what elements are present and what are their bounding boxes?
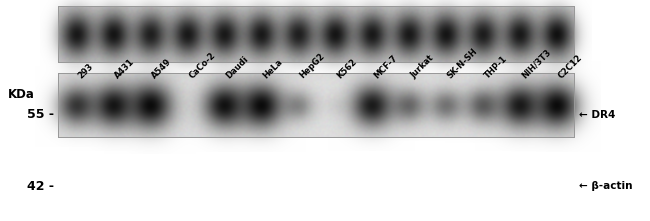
Text: MCF-7: MCF-7 [372, 53, 399, 80]
Text: THP-1: THP-1 [483, 54, 509, 80]
Text: C2C12: C2C12 [556, 53, 584, 80]
Text: 293: 293 [77, 61, 95, 80]
Text: 42 -: 42 - [27, 179, 54, 192]
Text: 55 -: 55 - [27, 109, 54, 122]
Text: NIH/3T3: NIH/3T3 [519, 47, 552, 80]
Text: KDa: KDa [8, 88, 35, 101]
Text: HepG2: HepG2 [298, 51, 326, 80]
Text: K562: K562 [335, 57, 358, 80]
Text: Jurkat: Jurkat [409, 53, 436, 80]
Text: CaCo-2: CaCo-2 [187, 50, 217, 80]
Text: A549: A549 [150, 57, 174, 80]
Text: Daudi: Daudi [224, 54, 250, 80]
Text: HeLa: HeLa [261, 57, 284, 80]
Text: ← β-actin: ← β-actin [579, 181, 632, 191]
Text: A431: A431 [113, 57, 136, 80]
Text: SK-N-SH: SK-N-SH [446, 46, 480, 80]
Text: ← DR4: ← DR4 [579, 110, 616, 120]
